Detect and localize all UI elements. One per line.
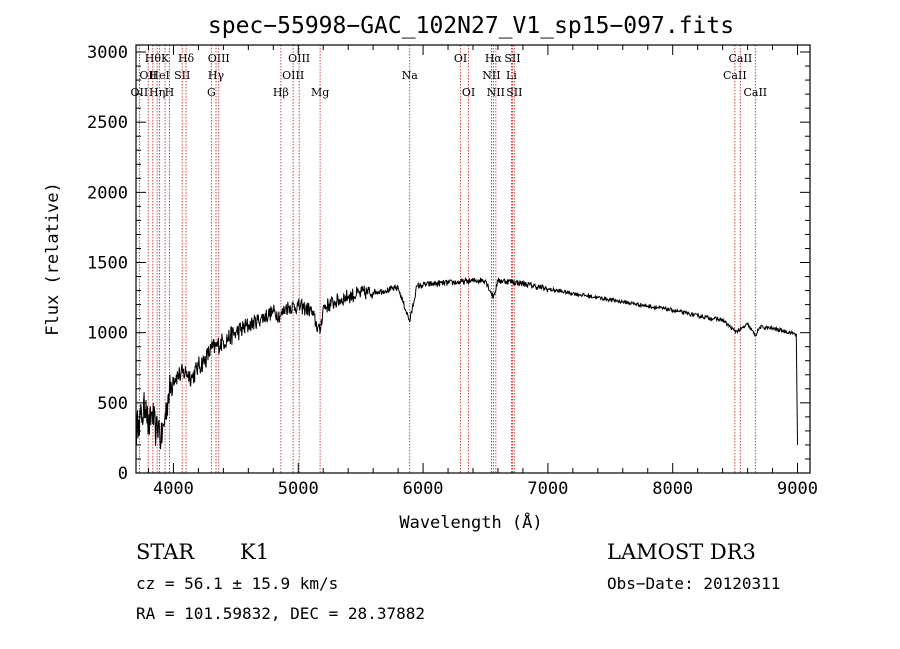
spectral-line-label: OIII xyxy=(288,52,310,65)
spectrum-series xyxy=(135,276,798,450)
spectral-line-label: Hδ xyxy=(178,52,195,65)
spectral-line-label: Li xyxy=(506,69,517,82)
x-tick-label: 4000 xyxy=(153,479,194,499)
spectral-line-label: CaII xyxy=(743,86,767,99)
y-tick-label: 2000 xyxy=(87,183,128,203)
spectral-line-label: Na xyxy=(402,69,419,82)
spectral-line-label: SII xyxy=(506,86,522,99)
spectral-line-label: Hα xyxy=(485,52,503,65)
x-tick-label: 6000 xyxy=(403,479,444,499)
redshift-cz: cz = 56.1 ± 15.9 km/s xyxy=(136,574,338,593)
y-tick-label: 500 xyxy=(97,394,128,414)
y-tick-label: 2500 xyxy=(87,113,128,133)
spectral-line-label: OI xyxy=(454,52,467,65)
spectral-line-label: CaII xyxy=(729,52,753,65)
survey-name: LAMOST DR3 xyxy=(607,540,756,564)
spectral-line-label: OII xyxy=(131,86,149,99)
spectral-line-label: OIII xyxy=(208,52,230,65)
y-tick-label: 0 xyxy=(118,464,128,484)
spectral-line-labels: OII OII Hθ Hη HeI K H SII Hδ G Hγ OIII Hβ OIII OIII Mg N… xyxy=(131,52,768,99)
x-axis-ticks: 4000 5000 6000 7000 8000 9000 xyxy=(147,45,818,499)
y-axis-label: Flux (relative) xyxy=(43,182,63,336)
spectral-line-label: CaII xyxy=(723,69,747,82)
chart-title: spec−55998−GAC_102N27_V1_sp15−097.fits xyxy=(208,13,734,39)
spectral-line-label: Hβ xyxy=(273,86,289,99)
object-subclass: K1 xyxy=(240,540,269,564)
spectral-line-label: OIII xyxy=(282,69,304,82)
y-axis-ticks: 0 500 1000 1500 2000 2500 3000 xyxy=(87,43,810,484)
spectral-line-label: Hη xyxy=(149,86,165,99)
spectral-line-markers xyxy=(138,45,756,473)
x-axis-label: Wavelength (Å) xyxy=(399,511,542,533)
spectral-line-label: Mg xyxy=(311,86,329,99)
spectral-line-label: HeI xyxy=(149,69,169,82)
x-tick-label: 5000 xyxy=(278,479,319,499)
spectral-line-label: OI xyxy=(462,86,475,99)
plot-frame xyxy=(135,44,811,474)
x-tick-label: 9000 xyxy=(777,479,818,499)
spectral-line-label: OII xyxy=(139,69,157,82)
spectral-line-label: NII xyxy=(487,86,505,99)
spectral-line-label: NII xyxy=(482,69,500,82)
spectrum-line xyxy=(135,276,798,450)
x-tick-label: 8000 xyxy=(652,479,693,499)
spectral-line-label: SII xyxy=(504,52,520,65)
object-class: STAR xyxy=(136,540,195,564)
x-tick-label: 7000 xyxy=(527,479,568,499)
obs-date: Obs−Date: 20120311 xyxy=(607,574,780,593)
y-tick-label: 1000 xyxy=(87,324,128,344)
y-tick-label: 1500 xyxy=(87,254,128,274)
y-tick-label: 3000 xyxy=(87,43,128,63)
spectral-line-label: H xyxy=(165,86,175,99)
spectral-line-label: Hγ xyxy=(208,69,225,82)
coordinates: RA = 101.59832, DEC = 28.37882 xyxy=(136,604,425,623)
spectral-line-label: SII xyxy=(174,69,190,82)
spectral-line-label: Hθ xyxy=(145,52,162,65)
spectral-line-label: K xyxy=(161,52,170,65)
spectral-line-label: G xyxy=(207,86,216,99)
